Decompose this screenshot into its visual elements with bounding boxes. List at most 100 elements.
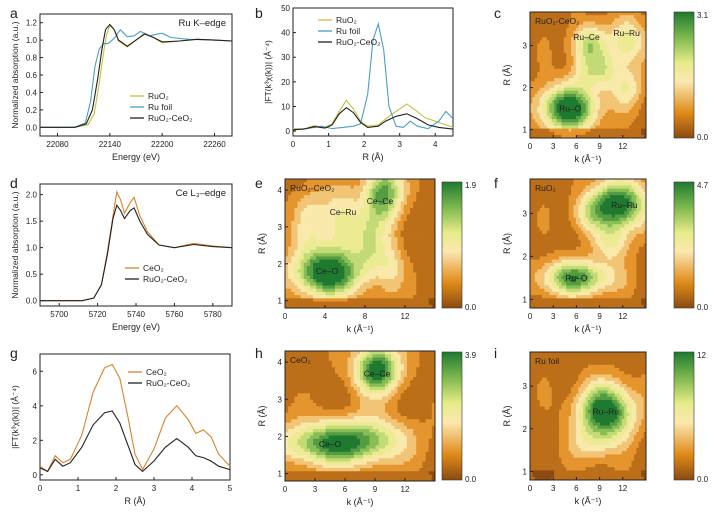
heatmap-cell <box>617 24 620 29</box>
heatmap-cell <box>537 68 541 73</box>
heatmap-cell <box>331 217 336 222</box>
heatmap-cell <box>381 304 386 309</box>
heatmap-cell <box>549 182 553 186</box>
heatmap-cell <box>575 71 579 76</box>
heatmap-cell <box>566 21 570 25</box>
heatmap-cell <box>431 301 436 306</box>
heatmap-cell <box>614 46 618 51</box>
heatmap-cell <box>285 217 289 222</box>
heatmap-cell <box>306 214 311 219</box>
heatmap-cell <box>303 259 308 264</box>
heatmap-cell <box>428 188 433 193</box>
heatmap-cell <box>573 46 577 51</box>
heatmap-cell <box>571 100 574 104</box>
heatmap-cell <box>288 262 292 267</box>
heatmap-cell <box>419 253 423 257</box>
heatmap-cell <box>561 269 565 273</box>
heatmap-cell <box>575 49 579 54</box>
heatmap-cell <box>556 65 560 70</box>
heatmap-cell <box>406 211 411 215</box>
heatmap-cell <box>624 12 628 16</box>
heatmap-cell <box>428 243 433 248</box>
x-tick-label: 5780 <box>204 310 222 319</box>
heatmap-cell <box>561 237 565 241</box>
heatmap-cell <box>350 304 355 309</box>
heatmap-cell <box>624 30 628 35</box>
heatmap-cell <box>325 291 330 296</box>
heatmap-cell <box>410 198 414 202</box>
heatmap-cell <box>360 272 364 277</box>
heatmap-cell <box>542 56 545 60</box>
y-tick-label: 1 <box>523 126 528 135</box>
heatmap-cell <box>403 256 408 261</box>
heatmap-cell <box>542 30 545 35</box>
heatmap-cell <box>561 288 565 293</box>
heatmap-cell <box>633 49 637 54</box>
heatmap-cell <box>381 191 386 196</box>
y-tick-label: 40 <box>281 29 290 38</box>
heatmap-cell <box>568 119 572 123</box>
heatmap-cell <box>578 112 582 117</box>
heatmap-cell <box>571 125 574 129</box>
heatmap-cell <box>530 237 533 241</box>
heatmap-cell <box>406 262 411 267</box>
heatmap-cell <box>563 253 567 257</box>
heatmap-cell <box>425 259 430 264</box>
heatmap-cell <box>300 214 305 219</box>
heatmap-cell <box>537 59 541 63</box>
heatmap-cell <box>600 71 603 76</box>
heatmap-cell <box>612 37 615 41</box>
heatmap-cell <box>643 12 647 16</box>
heatmap-cell <box>590 12 594 16</box>
heatmap-cell <box>544 217 548 222</box>
heatmap-cell <box>571 191 574 196</box>
heatmap-cell <box>313 198 317 202</box>
heatmap-cell <box>600 122 603 126</box>
heatmap-cell <box>580 233 584 238</box>
heatmap-cell <box>391 217 395 222</box>
heatmap-cell <box>400 179 405 183</box>
heatmap-cell <box>573 243 577 248</box>
heatmap-cell <box>575 93 579 98</box>
heatmap-cell <box>602 12 606 16</box>
heatmap-cell <box>585 204 589 209</box>
heatmap-cell <box>369 220 373 225</box>
heatmap-cell <box>641 43 644 48</box>
heatmap-cell <box>539 298 543 302</box>
heatmap-cell <box>549 112 553 117</box>
heatmap-cell <box>580 269 584 273</box>
heatmap-cell <box>559 103 562 107</box>
heatmap-cell <box>563 240 567 244</box>
heatmap-cell <box>366 295 370 299</box>
heatmap-cell <box>549 240 553 244</box>
heatmap-cell <box>566 185 570 190</box>
heatmap-cell <box>578 227 582 232</box>
heatmap-cell <box>341 179 345 183</box>
heatmap-cell <box>609 97 613 101</box>
heatmap-cell <box>568 40 572 44</box>
x-tick-label: 2 <box>362 140 367 149</box>
heatmap-cell <box>422 237 427 241</box>
heatmap-cell <box>612 56 615 60</box>
heatmap-cell <box>381 301 386 306</box>
heatmap-cell <box>532 103 536 107</box>
heatmap-cell <box>624 97 628 101</box>
heatmap-cell <box>571 256 574 261</box>
heatmap-cell <box>360 208 364 212</box>
heatmap-cell <box>542 21 545 25</box>
heatmap-cell <box>375 249 380 254</box>
heatmap-cell <box>410 266 414 270</box>
heatmap-cell <box>403 191 408 196</box>
heatmap-cell <box>303 249 308 254</box>
heatmap-cell <box>431 182 436 186</box>
heatmap-cell <box>588 46 591 51</box>
heatmap-cell <box>561 266 565 270</box>
heatmap-cell <box>363 295 367 299</box>
heatmap-cell <box>306 224 311 228</box>
heatmap-cell <box>300 191 305 196</box>
heatmap-cell <box>568 201 572 206</box>
heatmap-cell <box>590 81 594 85</box>
heatmap-cell <box>604 103 608 107</box>
heatmap-cell <box>566 87 570 92</box>
heatmap-cell <box>580 182 584 186</box>
